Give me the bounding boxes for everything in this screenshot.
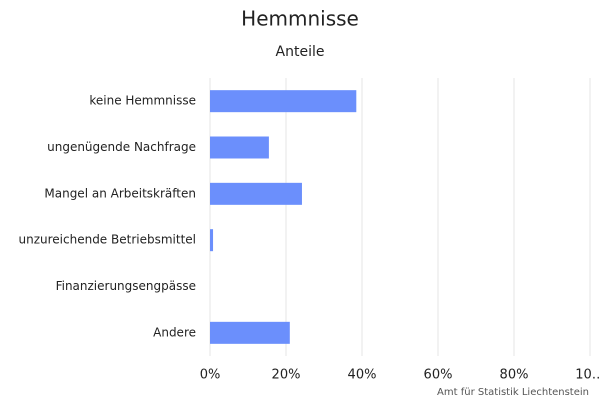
x-tick-label: 0% — [200, 368, 221, 383]
credit: Amt für Statistik Liechtenstein — [437, 387, 589, 398]
y-tick-label: keine Hemmnisse — [89, 94, 196, 108]
bar — [210, 182, 302, 205]
y-tick-label: ungenügende Nachfrage — [47, 140, 196, 154]
bar — [210, 90, 357, 113]
y-tick-label: Mangel an Arbeitskräften — [44, 186, 196, 200]
bar — [210, 321, 290, 344]
y-tick-label: unzureichende Betriebsmittel — [19, 233, 197, 247]
chart-title: Hemmnisse — [241, 7, 359, 31]
x-tick-label: 80% — [500, 368, 529, 383]
y-tick-label: Andere — [153, 325, 196, 339]
bar — [210, 136, 269, 159]
x-tick-label: 20% — [272, 368, 301, 383]
x-tick-label: 10… — [575, 368, 600, 383]
x-tick-label: 60% — [424, 368, 453, 383]
chart-subtitle: Anteile — [276, 44, 325, 60]
x-tick-label: 40% — [348, 368, 377, 383]
y-tick-label: Finanzierungsengpässe — [56, 279, 196, 293]
bar — [210, 229, 214, 252]
